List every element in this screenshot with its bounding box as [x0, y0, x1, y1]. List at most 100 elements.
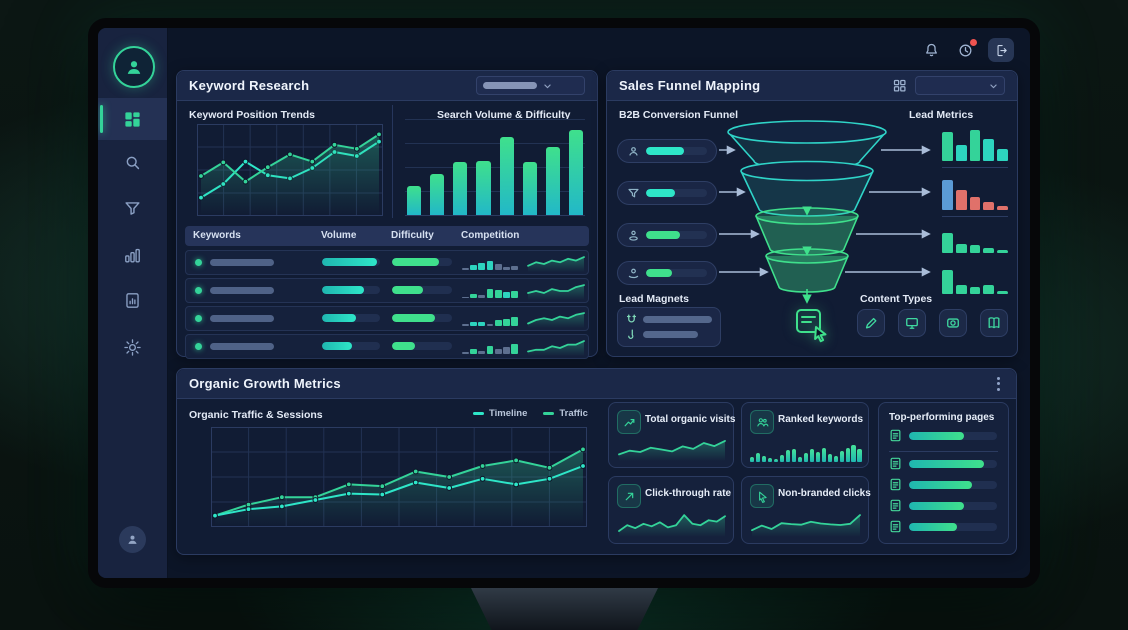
arrow-up-right-icon	[625, 492, 633, 500]
sales-funnel-panel: Sales Funnel Mapping B2B Conversion Funn…	[606, 70, 1018, 357]
page-metric-bar	[909, 522, 958, 531]
card-click-through-rate[interactable]: Click-through rate	[608, 476, 734, 544]
chart-legend: Timeline Traffic	[473, 408, 588, 419]
funnel-view-dropdown[interactable]	[915, 76, 1005, 95]
card-top-performing-pages[interactable]: Top-performing pages	[878, 402, 1009, 544]
card-sparkline	[618, 440, 726, 461]
lead-metric-chart-3	[942, 223, 1008, 253]
book-icon	[988, 317, 1000, 329]
pointer-icon	[758, 491, 767, 503]
topbar	[920, 38, 1014, 62]
lead-metric-chart-4	[942, 261, 1008, 294]
card-label: Click-through rate	[645, 488, 732, 499]
divider	[942, 216, 1008, 217]
notification-badge	[969, 38, 978, 47]
screen: Keyword Research Keyword Position Trends…	[98, 28, 1030, 578]
keyword-placeholder	[210, 315, 274, 322]
trend-sparkline	[527, 340, 585, 356]
section-label: Organic Traffic & Sessions	[189, 409, 323, 421]
stage-value-pill	[646, 189, 676, 197]
funnel-stage-pill-leads[interactable]	[617, 223, 717, 247]
status-dot	[195, 287, 202, 294]
volume-bar	[322, 314, 380, 322]
sidebar-item-reports[interactable]	[98, 279, 167, 321]
avatar-icon	[127, 61, 141, 74]
legend-swatch	[543, 412, 555, 415]
organic-traffic-chart	[211, 427, 587, 527]
conversion-funnel-diagram	[719, 120, 931, 304]
page-row[interactable]	[889, 457, 997, 470]
column-header: Keywords	[193, 230, 241, 241]
funnel-stage-pill-qualified[interactable]	[617, 181, 717, 205]
pencil-icon	[865, 317, 877, 329]
keyword-placeholder	[210, 259, 274, 266]
content-type-ebook-button[interactable]	[980, 309, 1008, 337]
section-label: B2B Conversion Funnel	[619, 109, 739, 121]
difficulty-bar	[392, 258, 452, 266]
content-type-video-button[interactable]	[939, 309, 967, 337]
sidebar-item-analytics[interactable]	[98, 234, 167, 276]
volume-bar	[322, 258, 380, 266]
report-doc-icon	[126, 292, 139, 308]
volume-bar	[322, 342, 380, 350]
page-metric-bar	[909, 501, 964, 510]
page-doc-icon	[890, 520, 901, 533]
card-non-branded-clicks[interactable]: Non-branded clicks	[741, 476, 871, 544]
funnel-stage-pill-customers[interactable]	[617, 261, 717, 285]
panel-title: Keyword Research	[189, 78, 310, 93]
legend-label: Timeline	[489, 408, 528, 419]
lead-magnets-card[interactable]	[617, 307, 721, 347]
page-metric-track	[909, 459, 997, 468]
keyword-filter-dropdown[interactable]	[476, 76, 585, 95]
page-metric-bar	[909, 431, 964, 440]
notifications-button[interactable]	[920, 39, 942, 61]
logout-icon	[997, 44, 1007, 56]
user-icon	[128, 535, 137, 544]
sidebar-item-account[interactable]	[119, 526, 146, 553]
sidebar-item-search[interactable]	[98, 141, 167, 183]
column-header: Volume	[321, 230, 357, 241]
column-header: Difficulty	[391, 230, 434, 241]
card-sparkline	[751, 514, 861, 537]
keyword-table-row[interactable]	[185, 278, 589, 303]
page-doc-icon	[890, 457, 901, 470]
sidebar-item-profile[interactable]	[113, 46, 155, 88]
sidebar-item-filter[interactable]	[98, 187, 167, 229]
card-total-organic-visits[interactable]: Total organic visits	[608, 402, 735, 468]
filter-icon	[627, 187, 640, 200]
grid-view-button[interactable]	[892, 78, 907, 93]
stage-value-track	[646, 269, 707, 277]
difficulty-bar	[392, 286, 452, 294]
filter-icon	[125, 201, 140, 215]
sidebar-item-dashboard[interactable]	[98, 98, 167, 140]
content-type-article-button[interactable]	[857, 309, 885, 337]
page-row[interactable]	[889, 429, 997, 442]
stage-value-track	[646, 231, 707, 239]
organic-growth-header: Organic Growth Metrics	[177, 369, 1016, 399]
card-ranked-keywords[interactable]: Ranked keywords	[741, 402, 869, 468]
display-icon	[906, 317, 918, 329]
monitor-frame: Keyword Research Keyword Position Trends…	[88, 18, 1040, 588]
search-icon	[126, 156, 140, 169]
keyword-position-trends-chart	[197, 124, 383, 216]
keyword-table-row[interactable]	[185, 250, 589, 275]
magnet-item-placeholder	[643, 316, 712, 323]
page-row[interactable]	[889, 520, 997, 533]
page-doc-icon	[890, 499, 901, 512]
keyword-table-row[interactable]	[185, 306, 589, 331]
content-type-webinar-button[interactable]	[898, 309, 926, 337]
logout-button[interactable]	[988, 38, 1014, 62]
divider	[392, 105, 393, 218]
keyword-placeholder	[210, 287, 274, 294]
page-row[interactable]	[889, 499, 997, 512]
lead-metric-chart-2	[942, 174, 1008, 210]
card-sparkline	[618, 514, 726, 537]
funnel-stage-pill-visitors[interactable]	[617, 139, 717, 163]
keyword-table-row[interactable]	[185, 334, 589, 359]
page-row[interactable]	[889, 478, 997, 491]
competition-mini-chart	[462, 339, 519, 354]
history-button[interactable]	[954, 38, 978, 61]
page-doc-icon	[890, 478, 901, 491]
more-options-button[interactable]	[993, 375, 1004, 393]
sidebar-item-settings[interactable]	[98, 326, 167, 368]
